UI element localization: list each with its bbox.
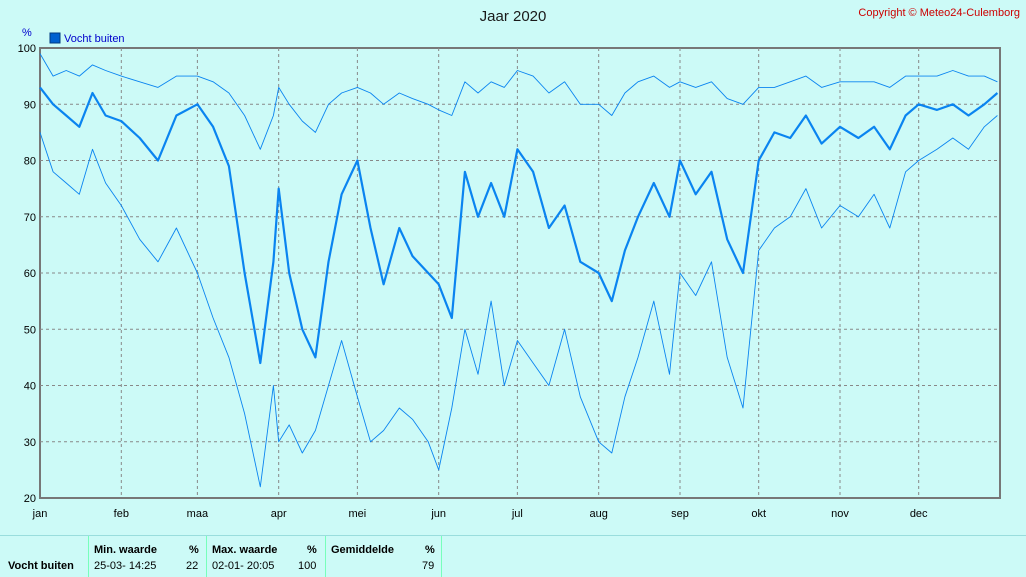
series-line-daily-min <box>39 115 998 488</box>
x-tick-label: sep <box>671 508 689 520</box>
x-tick-label: nov <box>831 508 849 520</box>
max-header: Max. waarde <box>212 544 278 556</box>
y-unit-label: % <box>22 27 32 39</box>
chart-title: Jaar 2020 <box>480 8 547 25</box>
x-tick-label: maa <box>187 508 209 520</box>
y-tick-label: 40 <box>24 381 36 393</box>
avg-header: Gemiddelde <box>331 544 394 556</box>
y-tick-label: 100 <box>18 43 36 55</box>
y-tick-label: 20 <box>24 493 36 505</box>
y-tick-label: 90 <box>24 99 36 111</box>
min-unit: % <box>189 544 199 556</box>
max-value: 100 <box>298 560 317 572</box>
stats-row-label: Vocht buiten <box>8 560 74 572</box>
x-tick-label: mei <box>349 508 367 520</box>
legend-label: Vocht buiten <box>64 33 125 45</box>
stats-divider <box>206 536 207 577</box>
humidity-chart: Jaar 2020 Copyright © Meteo24-Culemborg … <box>18 7 1020 520</box>
x-tick-label: jun <box>430 508 446 520</box>
stats-divider <box>441 536 442 577</box>
max-unit: % <box>307 544 317 556</box>
x-tick-label: apr <box>271 508 287 520</box>
legend-swatch <box>49 32 61 44</box>
x-tick-label: dec <box>910 508 928 520</box>
y-tick-label: 50 <box>24 324 36 336</box>
min-header: Min. waarde <box>94 544 157 556</box>
y-axis-ticks: 20 30 40 50 60 70 80 90 100 <box>18 43 36 505</box>
series-line-daily-max <box>39 53 998 150</box>
y-tick-label: 30 <box>24 437 36 449</box>
series-lines <box>39 53 999 488</box>
avg-unit: % <box>425 544 435 556</box>
x-tick-label: okt <box>751 508 766 520</box>
x-tick-label: aug <box>590 508 608 520</box>
stats-divider <box>325 536 326 577</box>
y-tick-label: 80 <box>24 156 36 168</box>
x-tick-label: jul <box>511 508 523 520</box>
max-when: 02-01- 20:05 <box>212 560 275 572</box>
stats-divider <box>88 536 89 577</box>
x-tick-label: feb <box>114 508 129 520</box>
grid <box>40 48 1000 498</box>
stats-table: Vocht buiten Min. waarde % 25-03- 14:25 … <box>0 535 1026 577</box>
min-value: 22 <box>186 560 199 572</box>
series-line-daily-mean <box>39 86 999 365</box>
y-tick-label: 70 <box>24 212 36 224</box>
x-axis-ticks: jan feb maa apr mei jun jul aug sep okt nov dec <box>32 508 928 520</box>
copyright-text: Copyright © Meteo24-Culemborg <box>858 7 1020 19</box>
avg-value: 79 <box>422 560 435 572</box>
y-tick-label: 60 <box>24 268 36 280</box>
x-tick-label: jan <box>32 508 48 520</box>
min-when: 25-03- 14:25 <box>94 560 157 572</box>
